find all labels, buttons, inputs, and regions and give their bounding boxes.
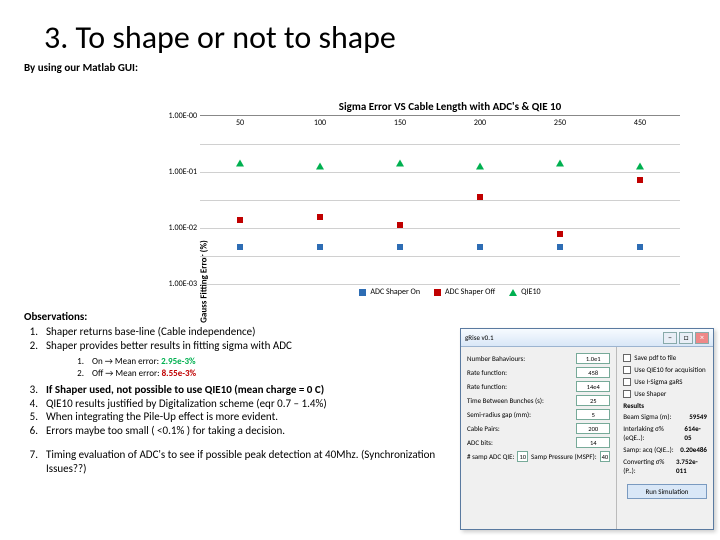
result-row: Interlaking σ% (eQE..):614e-05 (623, 424, 707, 442)
field-row: Cable Pairs:200 (467, 423, 610, 434)
field-input[interactable]: 458 (576, 367, 610, 378)
legend-item: ADC Shaper On (359, 287, 420, 297)
checkbox-icon[interactable] (623, 366, 631, 374)
field-input[interactable]: 10 (517, 451, 528, 462)
list-item: 1.On → Mean error: 2.95e-3% (72, 356, 446, 367)
list-item: 5.When integrating the Pile-Up effect is… (24, 410, 446, 424)
list-item: 3.If Shaper used, not possible to use QI… (24, 383, 446, 397)
minimize-button[interactable]: – (663, 332, 677, 344)
checkbox-label: Save pdf to file (634, 353, 676, 362)
legend-item: QIE10 (509, 287, 540, 297)
list-item: 2.Off → Mean error: 8.55e-3% (72, 368, 446, 379)
legend-label: QIE10 (521, 287, 540, 297)
legend-label: ADC Shaper Off (445, 287, 495, 297)
chart: Sigma Error VS Cable Length with ADC's &… (200, 100, 700, 308)
window-titlebar: gRise v0.1 – □ × (461, 329, 713, 347)
checkbox-label: Use QIE10 for acquisition (634, 365, 705, 374)
checkbox-icon[interactable] (623, 390, 631, 398)
result-row: Converting σ% (P..):3.752e-011 (623, 457, 707, 475)
field-input[interactable]: 5 (576, 409, 610, 420)
square-icon (434, 289, 441, 296)
field-input[interactable]: 14 (576, 437, 610, 448)
field-label: Rate function: (467, 382, 573, 391)
field-row: ADC bits:14 (467, 437, 610, 448)
field-label: ADC bits: (467, 438, 573, 447)
checkbox-row[interactable]: Use Shaper (623, 389, 707, 398)
legend-item: ADC Shaper Off (434, 287, 495, 297)
checkbox-label: Use I-Sigma gaRS (634, 377, 682, 386)
field-label: Semi-radius gap (mm): (467, 410, 573, 419)
field-label: Number Bahaviours: (467, 354, 573, 363)
field-input[interactable]: 14e4 (576, 381, 610, 392)
observations-header: Observations: (24, 310, 446, 324)
checkbox-row[interactable]: Save pdf to file (623, 353, 707, 362)
field-input[interactable]: 25 (576, 395, 610, 406)
field-input[interactable]: 200 (576, 423, 610, 434)
window-title: gRise v0.1 (465, 333, 494, 342)
matlab-gui-window: gRise v0.1 – □ × Number Bahaviours:1.0e1… (460, 328, 714, 530)
checkbox-row[interactable]: Use QIE10 for acquisition (623, 365, 707, 374)
result-row: Samp: acq (QIE..):0.20e486 (623, 445, 707, 454)
field-input[interactable]: 1.0e1 (576, 353, 610, 364)
checkbox-icon[interactable] (623, 378, 631, 386)
legend-label: ADC Shaper On (370, 287, 420, 297)
section-title: Results (623, 401, 707, 410)
checkbox-icon[interactable] (623, 354, 631, 362)
chart-legend: ADC Shaper On ADC Shaper Off QIE10 (200, 287, 700, 297)
checkbox-row[interactable]: Use I-Sigma gaRS (623, 377, 707, 386)
subtitle: By using our Matlab GUI: (0, 61, 720, 74)
field-input[interactable]: 40 (600, 451, 611, 462)
square-icon (359, 289, 366, 296)
list-item: 1.Shaper returns base-line (Cable indepe… (24, 325, 446, 339)
field-row: Rate function:14e4 (467, 381, 610, 392)
checkbox-label: Use Shaper (634, 389, 666, 398)
chart-plot-area: Gauss Fitting Error (%) 1.00E-001.00E-01… (200, 115, 680, 283)
chart-title: Sigma Error VS Cable Length with ADC's &… (200, 100, 700, 113)
gui-left-panel: Number Bahaviours:1.0e1Rate function:458… (461, 347, 617, 529)
field-row: Time Between Bunches (s):25 (467, 395, 610, 406)
field-label: Cable Pairs: (467, 424, 573, 433)
result-row: Beam Sigma (m):59549 (623, 412, 707, 421)
field-row: Semi-radius gap (mm):5 (467, 409, 610, 420)
list-item: 2.Shaper provides better results in fitt… (24, 339, 446, 353)
gui-right-panel: Save pdf to file Use QIE10 for acquisitio… (617, 347, 713, 529)
list-item: 4.QIE10 results justified by Digitalizat… (24, 397, 446, 411)
field-row: Rate function:458 (467, 367, 610, 378)
field-row: Number Bahaviours:1.0e1 (467, 353, 610, 364)
page-title: 3. To shape or not to shape (0, 0, 720, 61)
field-label: Time Between Bunches (s): (467, 396, 573, 405)
maximize-button[interactable]: □ (679, 332, 693, 344)
field-label: Rate function: (467, 368, 573, 377)
observations: Observations: 1.Shaper returns base-line… (24, 310, 446, 475)
list-item: 7.Timing evaluation of ADC's to see if p… (24, 448, 446, 476)
close-button[interactable]: × (695, 332, 709, 344)
run-simulation-button[interactable]: Run Simulation (627, 484, 707, 499)
triangle-icon (509, 289, 517, 296)
list-item: 6.Errors maybe too small ( <0.1% ) for t… (24, 424, 446, 438)
